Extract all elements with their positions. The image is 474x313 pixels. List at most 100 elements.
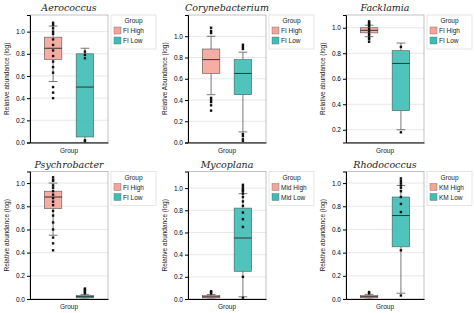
box — [76, 48, 94, 142]
y-tick: 0.2 — [332, 126, 346, 133]
flier — [368, 30, 370, 32]
y-tick: 0.6 — [332, 226, 346, 233]
y-tick-label: 0.4 — [16, 249, 25, 256]
y-axis-line — [185, 16, 189, 144]
y-tick: 0.6 — [16, 226, 30, 233]
y-tick-mark — [27, 299, 30, 300]
whisker-low — [242, 271, 243, 297]
whisker-cap-high — [239, 193, 248, 194]
y-axis-line — [343, 16, 347, 144]
flier — [52, 55, 54, 57]
y-axis-title: Relative abundance (log) — [319, 199, 327, 271]
whisker-cap-low — [397, 293, 406, 294]
whisker-cap-low — [49, 235, 58, 236]
box-body — [202, 49, 220, 73]
flier — [52, 197, 54, 199]
x-axis — [189, 143, 267, 144]
plot-area: 0.00.20.40.60.81.0 — [16, 15, 109, 146]
y-tick: 0.0 — [174, 139, 188, 146]
box-median — [202, 296, 220, 297]
y-tick-label: 0.8 — [174, 54, 183, 61]
grid-line — [188, 276, 266, 277]
flier — [52, 187, 54, 189]
flier — [52, 86, 54, 88]
legend-swatch — [114, 184, 121, 191]
grid-line — [188, 100, 266, 101]
flier — [242, 189, 244, 191]
y-tick: 0.4 — [332, 249, 346, 256]
whisker-high — [400, 43, 401, 51]
y-tick: 0.2 — [332, 272, 346, 279]
plot-frame — [30, 172, 108, 300]
legend-label: KM Low — [439, 194, 463, 201]
y-tick-label: 0.6 — [16, 73, 25, 80]
marks — [360, 20, 409, 133]
whisker-cap-high — [239, 52, 248, 53]
whisker-high — [400, 185, 401, 197]
x-axis — [347, 299, 425, 300]
y-axis: 0.00.20.40.60.81.0 — [16, 172, 31, 303]
flier — [52, 91, 54, 93]
y-tick-mark — [343, 206, 346, 207]
x-axis-title: Group — [376, 303, 394, 311]
flier — [400, 182, 402, 184]
flier — [210, 32, 212, 34]
whisker-low — [242, 95, 243, 132]
flier — [52, 71, 54, 73]
plot-background — [346, 15, 424, 143]
grid-line — [30, 75, 108, 76]
x-axis-line — [347, 143, 425, 144]
grid-line — [30, 98, 108, 99]
flier — [210, 99, 212, 101]
y-axis: 0.00.20.40.60.81.0 — [332, 172, 347, 303]
flier — [242, 297, 244, 299]
legend-label: FI Low — [123, 37, 143, 44]
y-tick-label: 0.8 — [16, 50, 25, 57]
y-axis-line — [27, 16, 31, 144]
flier — [400, 211, 402, 213]
legend: GroupFI HighFI Low — [111, 172, 156, 206]
y-tick-label: 1.0 — [174, 33, 183, 40]
flier — [210, 104, 212, 106]
grid-line — [188, 210, 266, 211]
box-body — [360, 296, 378, 298]
whisker-cap-high — [49, 183, 58, 184]
box — [234, 184, 252, 299]
marks — [44, 22, 93, 143]
legend-swatch — [430, 184, 437, 191]
box-median — [234, 73, 252, 74]
legend-title: Group — [440, 174, 458, 182]
flier — [368, 25, 370, 27]
grid-line — [30, 275, 108, 276]
box-body — [44, 37, 62, 59]
flier — [52, 176, 54, 178]
y-tick: 0.2 — [16, 117, 30, 124]
plot-frame — [188, 172, 266, 300]
grid-line — [188, 232, 266, 233]
grid-line — [30, 31, 108, 32]
whisker-high — [211, 36, 212, 49]
box-body — [234, 208, 252, 271]
box-median — [234, 238, 252, 239]
flier — [242, 211, 244, 213]
plot-frame — [346, 172, 424, 300]
y-tick-mark — [343, 183, 346, 184]
flier — [368, 34, 370, 36]
flier — [368, 38, 370, 40]
y-tick: 0.4 — [16, 249, 30, 256]
legend: GroupFI HighFI Low — [427, 15, 472, 49]
y-tick-mark — [27, 32, 30, 33]
flier — [52, 190, 54, 192]
box-median — [392, 63, 410, 64]
y-tick-label: 0.2 — [332, 126, 341, 133]
y-tick-label: 0.6 — [174, 229, 183, 236]
flier — [242, 133, 244, 135]
y-tick-mark — [185, 210, 188, 211]
whisker-cap-low — [397, 129, 406, 130]
x-axis-line — [189, 143, 267, 144]
grid-line — [30, 183, 108, 184]
y-tick-label: 0.8 — [174, 207, 183, 214]
flier — [242, 44, 244, 46]
legend-frame — [269, 15, 314, 49]
y-tick: 0.0 — [16, 296, 30, 303]
